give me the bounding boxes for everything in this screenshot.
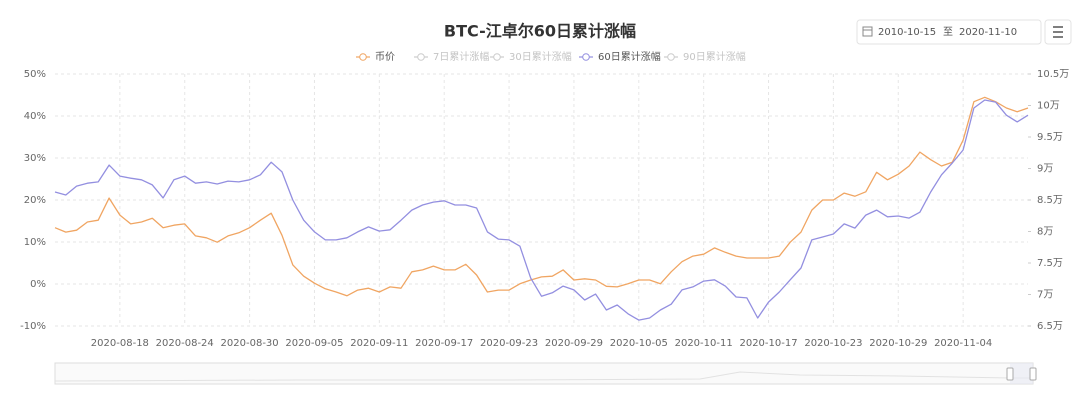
y-tick-label: 30% (24, 153, 46, 164)
y2-tick-label: 8.5万 (1037, 195, 1063, 206)
y-tick-label: 50% (24, 69, 46, 80)
zoom-window[interactable] (1010, 363, 1033, 384)
legend-label: 90日累计涨幅 (683, 50, 746, 63)
y2-tick-label: 8万 (1037, 227, 1053, 238)
x-tick-label: 2020-08-18 (91, 338, 149, 349)
x-tick-label: 2020-10-29 (869, 338, 927, 349)
calendar-icon (862, 26, 873, 37)
zoom-preview (54, 371, 1033, 382)
date-range-box[interactable] (856, 19, 1042, 45)
legend-label: 30日累计涨幅 (509, 50, 572, 63)
x-tick-label: 2020-10-23 (804, 338, 862, 349)
series-line (54, 96, 1029, 297)
legend-item[interactable]: 90日累计涨幅 (664, 50, 746, 63)
legend-label: 币价 (375, 51, 395, 63)
menu-button[interactable] (1044, 19, 1072, 45)
series-line (54, 99, 1029, 321)
x-tick-label: 2020-09-29 (545, 338, 603, 349)
y-tick-label: 0% (30, 279, 46, 290)
legend-dot (417, 53, 425, 61)
menu-icon (1053, 26, 1063, 38)
legend-dot (667, 53, 675, 61)
y2-tick-label: 9.5万 (1037, 132, 1063, 143)
data-zoom[interactable] (54, 362, 1037, 385)
legend-dot (582, 53, 590, 61)
zoom-handle[interactable] (1029, 367, 1037, 381)
date-range[interactable]: 2010-10-15 至 2020-11-10 (856, 19, 1042, 45)
y2-tick-label: 9万 (1037, 164, 1053, 175)
legend-label: 7日累计涨幅 (433, 50, 489, 63)
x-tick-label: 2020-10-05 (610, 338, 668, 349)
legend-item[interactable]: 60日累计涨幅 (579, 50, 661, 63)
legend-dot (359, 53, 367, 61)
y2-tick-label: 7万 (1037, 290, 1053, 301)
y-tick-label: 10% (24, 237, 46, 248)
date-start: 2010-10-15 (878, 27, 936, 38)
x-tick-label: 2020-10-11 (675, 338, 733, 349)
y2-tick-label: 10.5万 (1037, 69, 1069, 80)
x-tick-label: 2020-09-11 (350, 338, 408, 349)
x-tick-label: 2020-10-17 (739, 338, 797, 349)
y2-tick-label: 6.5万 (1037, 321, 1063, 332)
y-tick-label: 20% (24, 195, 46, 206)
legend-item[interactable]: 币价 (356, 51, 395, 63)
y2-tick-label: 7.5万 (1037, 258, 1063, 269)
x-tick-label: 2020-09-17 (415, 338, 473, 349)
x-tick-label: 2020-09-05 (285, 338, 343, 349)
y2-tick-label: 10万 (1037, 101, 1060, 112)
date-separator: 至 (943, 26, 953, 38)
chart-title: BTC-江卓尔60日累计涨幅 (444, 22, 636, 41)
legend-label: 60日累计涨幅 (598, 50, 661, 63)
legend-item[interactable]: 7日累计涨幅 (414, 50, 489, 63)
y-tick-label: 40% (24, 111, 46, 122)
x-tick-label: 2020-08-24 (156, 338, 214, 349)
x-tick-label: 2020-08-30 (221, 338, 279, 349)
x-tick-label: 2020-11-04 (934, 338, 992, 349)
zoom-handle[interactable] (1006, 367, 1014, 381)
legend-dot (493, 53, 501, 61)
legend-item[interactable]: 30日累计涨幅 (490, 50, 572, 63)
date-end: 2020-11-10 (959, 27, 1017, 38)
x-tick-label: 2020-09-23 (480, 338, 538, 349)
y-tick-label: -10% (20, 321, 46, 332)
